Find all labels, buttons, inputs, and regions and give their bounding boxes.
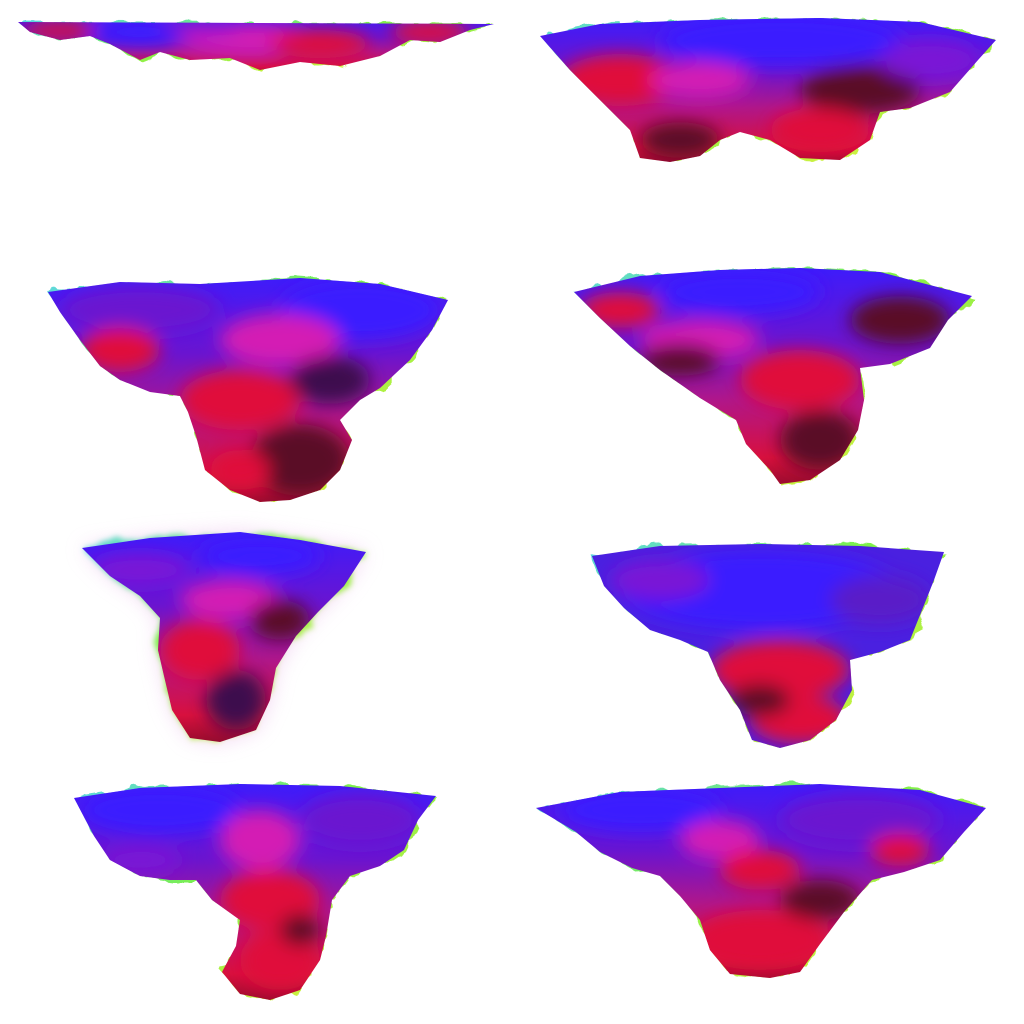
cloud-8 (536, 784, 986, 978)
cloud-6 (592, 544, 944, 748)
cloud-1 (18, 22, 494, 70)
cloud-7 (74, 784, 436, 1000)
cloud-2 (540, 18, 996, 162)
cloud-3 (48, 278, 448, 502)
cloud-5 (82, 532, 366, 742)
cloud-4 (574, 268, 972, 484)
